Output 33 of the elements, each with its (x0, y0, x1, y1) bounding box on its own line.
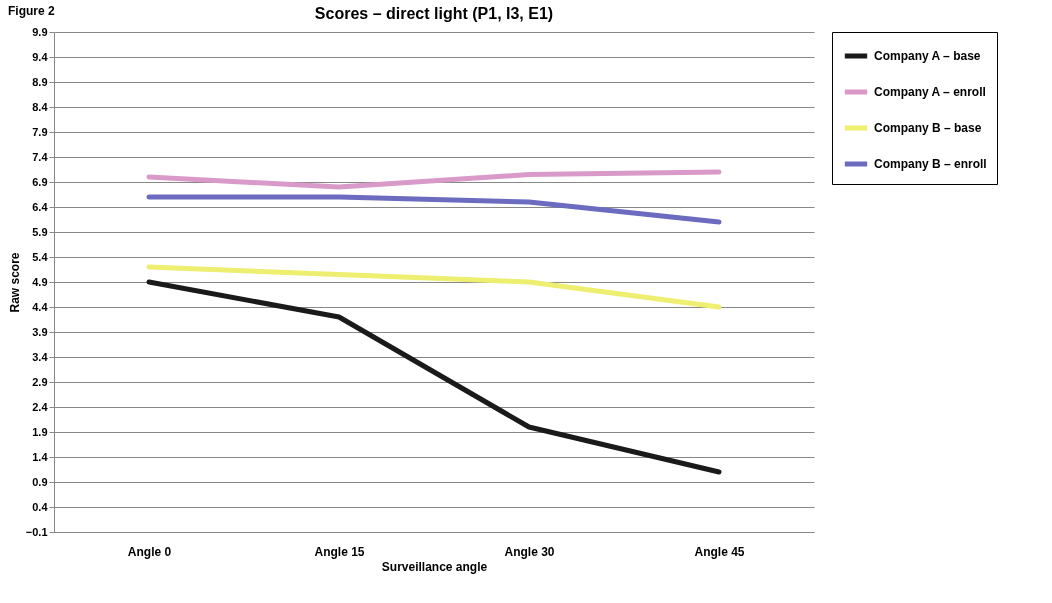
caption: Figure 2 (8, 4, 55, 18)
y-tick-label: 4.4 (32, 300, 49, 313)
legend-label: Company A – base (874, 49, 981, 63)
y-tick-label: 8.4 (32, 100, 49, 113)
y-tick-label: −0.1 (25, 525, 48, 538)
x-tick-label: Angle 15 (314, 544, 365, 559)
y-axis-title: Raw score (7, 252, 22, 313)
y-tick-label: 6.4 (32, 200, 49, 213)
x-axis-title: Surveillance angle (381, 559, 488, 574)
legend-label: Company A – enroll (874, 85, 986, 99)
y-tick-label: 2.9 (32, 375, 48, 388)
x-tick-label: Angle 45 (694, 544, 745, 559)
y-tick-label: 1.9 (32, 425, 48, 438)
y-tick-label: 7.4 (32, 150, 49, 163)
y-tick-label: 9.4 (32, 50, 49, 63)
y-tick-label: 8.9 (32, 75, 48, 88)
x-tick-label: Angle 0 (127, 544, 172, 559)
y-tick-label: 4.9 (32, 275, 48, 288)
y-tick-label: 5.9 (32, 225, 48, 238)
y-tick-label: 1.4 (32, 450, 49, 463)
legend-label: Company B – enroll (874, 157, 987, 171)
chart-title: Scores – direct light (P1, I3, E1) (314, 5, 554, 22)
y-tick-label: 3.4 (32, 350, 49, 363)
y-tick-label: 7.9 (32, 125, 48, 138)
legend-label: Company B – base (874, 121, 982, 135)
y-tick-label: 5.4 (32, 250, 49, 263)
y-tick-label: 9.9 (32, 25, 48, 38)
x-tick-label: Angle 30 (504, 544, 555, 559)
y-tick-label: 0.4 (32, 500, 49, 513)
y-tick-label: 0.9 (32, 475, 48, 488)
y-tick-label: 3.9 (32, 325, 48, 338)
y-tick-label: 2.4 (32, 400, 49, 413)
y-tick-label: 6.9 (32, 175, 48, 188)
